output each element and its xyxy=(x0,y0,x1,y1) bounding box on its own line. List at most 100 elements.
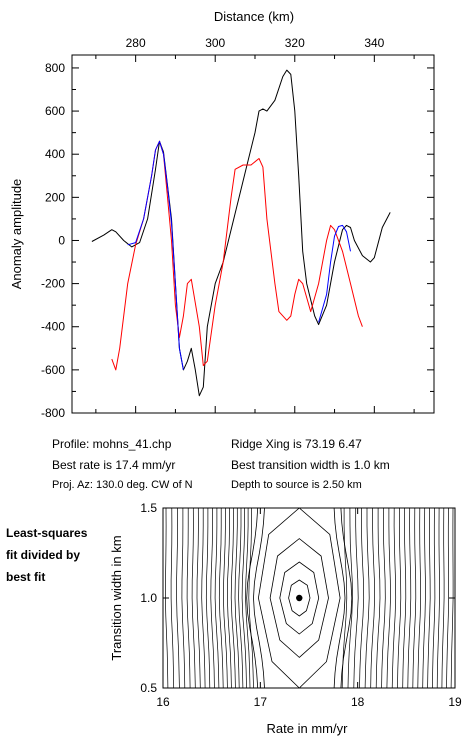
contour-line xyxy=(191,508,196,688)
contour-ring xyxy=(279,561,320,635)
contour-ring xyxy=(269,538,329,658)
contour-line xyxy=(407,508,412,688)
contour-frame xyxy=(162,507,456,689)
contour-line xyxy=(186,508,191,688)
y-tick-label: 600 xyxy=(45,104,65,118)
contour-line xyxy=(402,508,407,688)
x-tick-label: 340 xyxy=(364,36,384,50)
contour-line xyxy=(170,508,175,688)
contour-line xyxy=(218,508,224,688)
contour-axis-ticks xyxy=(162,507,456,689)
series-line-0 xyxy=(91,69,391,397)
series-line-2 xyxy=(127,140,184,370)
contour-ring xyxy=(257,508,341,688)
contour-line xyxy=(460,508,462,688)
series-line-2 xyxy=(318,224,351,323)
best-width-label: Best transition width is 1.0 km xyxy=(231,458,390,472)
x-tick-labels: 280 300 320 340 xyxy=(126,36,385,50)
contour-line xyxy=(154,508,156,688)
contour-line xyxy=(450,508,454,688)
plot-frame xyxy=(71,54,435,414)
series-line-1 xyxy=(111,140,363,371)
y-tick-label: -600 xyxy=(41,363,65,377)
y-tick-label: 200 xyxy=(45,190,65,204)
contour-lines xyxy=(154,508,462,688)
contour-line xyxy=(422,508,426,688)
contour-line xyxy=(205,508,211,688)
contour-line xyxy=(340,508,353,688)
contour-line xyxy=(227,508,232,688)
contour-line xyxy=(223,508,228,688)
y-axis-title: Anomaly amplitude xyxy=(9,179,24,290)
contour-line xyxy=(456,508,458,688)
y-tick-label: 800 xyxy=(45,61,65,75)
contour-line xyxy=(391,508,397,688)
y-tick-label: 400 xyxy=(45,147,65,161)
contour-line xyxy=(341,508,348,688)
contour-line xyxy=(210,508,215,688)
side-note-line-1: Least-squares xyxy=(6,526,88,540)
contour-line xyxy=(397,508,402,688)
contour-tick-labels: 16 17 18 19 0.5 1.0 1.5 xyxy=(140,501,462,709)
contour-line xyxy=(353,508,359,688)
contour-line xyxy=(347,508,353,688)
projection-azimuth-label: Proj. Az: 130.0 deg. CW of N xyxy=(52,479,193,491)
side-note-line-3: best fit xyxy=(6,570,46,584)
contour-line xyxy=(436,508,440,688)
contour-y-tick-label: 1.0 xyxy=(140,591,157,605)
contour-line xyxy=(446,508,449,688)
contour-line xyxy=(246,508,259,688)
contour-line xyxy=(333,508,346,688)
contour-line xyxy=(238,508,244,688)
contour-line xyxy=(165,508,169,688)
contour-y-tick-label: 1.5 xyxy=(140,501,157,515)
contour-line xyxy=(245,508,251,688)
contour-line xyxy=(386,508,391,688)
x-tick-label: 300 xyxy=(205,36,225,50)
contour-x-tick-label: 16 xyxy=(156,695,170,709)
contour-x-tick-label: 18 xyxy=(351,695,365,709)
y-tick-label: 0 xyxy=(58,233,65,247)
best-fit-marker xyxy=(296,594,303,602)
contour-line xyxy=(176,508,180,688)
contour-x-tick-label: 17 xyxy=(254,695,268,709)
contour-line xyxy=(234,508,240,688)
contour-line xyxy=(181,508,186,688)
contour-line xyxy=(201,508,206,688)
contour-line xyxy=(160,508,162,688)
contour-ring xyxy=(288,579,311,617)
side-note-line-2: fit divided by xyxy=(6,548,81,562)
x-tick-label: 280 xyxy=(126,36,146,50)
contour-line xyxy=(375,508,381,688)
contour-line xyxy=(248,508,254,688)
x-tick-label: 320 xyxy=(285,36,305,50)
contour-x-tick-label: 19 xyxy=(448,695,462,709)
side-note: Least-squares fit divided by best fit xyxy=(6,522,87,588)
contour-line xyxy=(417,508,421,688)
y-tick-label: -200 xyxy=(41,277,65,291)
contour-x-axis-title: Rate in mm/yr xyxy=(267,721,349,736)
axis-ticks xyxy=(72,55,434,414)
anomaly-profile-chart: 280 300 320 340 -800 -600 -400 -200 0 200 400 600 8… xyxy=(9,9,435,420)
x-axis-title: Distance (km) xyxy=(214,9,294,24)
contour-line xyxy=(427,508,431,688)
contour-line xyxy=(230,508,236,688)
contour-y-tick-label: 0.5 xyxy=(140,681,157,695)
contour-line xyxy=(196,508,201,688)
profile-label: Profile: mohns_41.chp xyxy=(52,437,172,451)
contour-line xyxy=(241,508,247,688)
depth-label: Depth to source is 2.50 km xyxy=(231,479,362,491)
best-rate-label: Best rate is 17.4 mm/yr xyxy=(52,458,176,472)
contour-line xyxy=(432,508,436,688)
contour-line xyxy=(364,508,370,688)
contour-line xyxy=(253,508,265,688)
contour-y-axis-title: Transition width in km xyxy=(109,535,124,660)
y-tick-label: -800 xyxy=(41,406,65,420)
contour-line xyxy=(359,508,365,688)
contour-line xyxy=(381,508,386,688)
series-group xyxy=(91,69,391,397)
contour-line xyxy=(370,508,375,688)
y-tick-label: -400 xyxy=(41,320,65,334)
contour-line xyxy=(214,508,220,688)
ridge-crossing-label: Ridge Xing is 73.19 6.47 xyxy=(231,437,362,451)
